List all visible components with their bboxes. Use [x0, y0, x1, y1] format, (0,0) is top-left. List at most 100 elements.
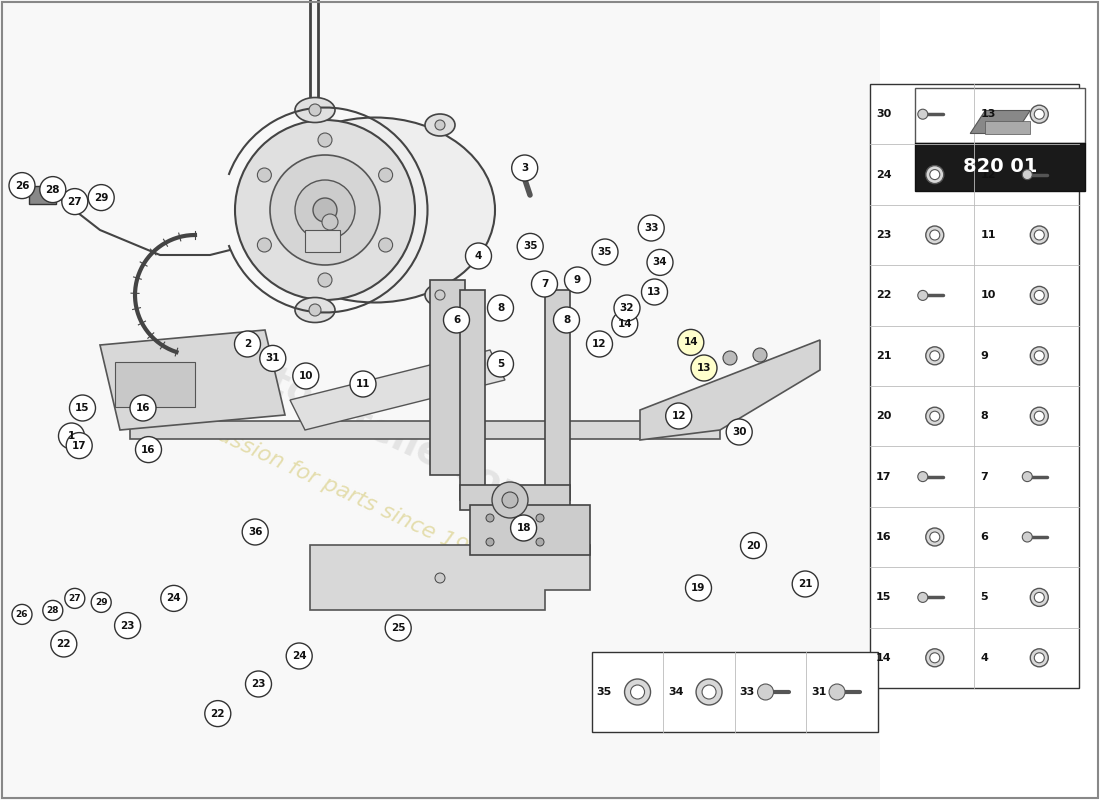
Text: 18: 18	[516, 523, 531, 533]
Text: 23: 23	[251, 679, 266, 689]
Circle shape	[487, 351, 514, 377]
Circle shape	[926, 166, 944, 183]
Circle shape	[260, 346, 286, 371]
Circle shape	[1031, 286, 1048, 304]
Circle shape	[614, 295, 640, 321]
Circle shape	[1034, 350, 1044, 361]
Circle shape	[234, 331, 261, 357]
Circle shape	[702, 685, 716, 699]
Text: 12: 12	[671, 411, 686, 421]
Text: 4: 4	[475, 251, 482, 261]
Circle shape	[696, 679, 722, 705]
Circle shape	[257, 238, 272, 252]
Text: 23: 23	[876, 230, 891, 240]
Circle shape	[510, 515, 537, 541]
Circle shape	[434, 573, 446, 583]
Circle shape	[723, 351, 737, 365]
Text: 10: 10	[298, 371, 314, 381]
Circle shape	[242, 519, 268, 545]
Ellipse shape	[295, 98, 336, 122]
Circle shape	[322, 214, 338, 230]
Text: 16: 16	[135, 403, 151, 413]
Circle shape	[625, 679, 650, 705]
Circle shape	[62, 189, 88, 214]
Text: 25: 25	[390, 623, 406, 633]
Text: 32: 32	[619, 303, 635, 313]
Circle shape	[378, 238, 393, 252]
Text: 31: 31	[265, 354, 280, 363]
Bar	[915, 88, 1086, 143]
Text: 14: 14	[876, 653, 892, 662]
Circle shape	[754, 348, 767, 362]
Circle shape	[293, 363, 319, 389]
Text: 28: 28	[45, 185, 60, 194]
Text: 11: 11	[355, 379, 371, 389]
Ellipse shape	[295, 298, 336, 322]
Text: 31: 31	[812, 687, 827, 697]
Circle shape	[517, 234, 543, 259]
Text: 16: 16	[876, 532, 892, 542]
Circle shape	[685, 575, 712, 601]
Text: 24: 24	[166, 594, 182, 603]
Circle shape	[309, 304, 321, 316]
Text: 14: 14	[617, 319, 632, 329]
Circle shape	[930, 653, 939, 662]
Text: 19: 19	[691, 583, 706, 593]
Circle shape	[926, 649, 944, 667]
Circle shape	[536, 538, 544, 546]
Text: 27: 27	[68, 594, 81, 603]
Circle shape	[630, 685, 645, 699]
Bar	[116, 362, 195, 407]
Circle shape	[638, 215, 664, 241]
Text: 8: 8	[497, 303, 504, 313]
Bar	[915, 143, 1086, 191]
Circle shape	[1031, 346, 1048, 365]
Text: 10: 10	[980, 290, 996, 300]
Ellipse shape	[425, 114, 455, 136]
Circle shape	[66, 433, 92, 458]
Polygon shape	[130, 421, 720, 439]
Text: 13: 13	[647, 287, 662, 297]
Circle shape	[91, 592, 111, 613]
Circle shape	[1022, 532, 1032, 542]
Circle shape	[434, 120, 446, 130]
Polygon shape	[986, 121, 1031, 134]
Polygon shape	[544, 290, 570, 500]
Circle shape	[531, 271, 558, 297]
Circle shape	[205, 701, 231, 726]
Circle shape	[758, 684, 773, 700]
Circle shape	[257, 168, 272, 182]
Circle shape	[536, 514, 544, 522]
Circle shape	[295, 180, 355, 240]
Circle shape	[385, 615, 411, 641]
Polygon shape	[310, 545, 590, 610]
Circle shape	[492, 482, 528, 518]
Circle shape	[930, 170, 939, 179]
Text: 21: 21	[798, 579, 813, 589]
Circle shape	[926, 226, 944, 244]
Text: 29: 29	[94, 193, 109, 202]
Text: 6: 6	[453, 315, 460, 325]
Circle shape	[1031, 226, 1048, 244]
Text: 6: 6	[980, 532, 989, 542]
Text: 16: 16	[141, 445, 156, 454]
Text: 34: 34	[652, 258, 668, 267]
Circle shape	[43, 600, 63, 621]
Circle shape	[40, 177, 66, 202]
Circle shape	[512, 155, 538, 181]
Text: 14: 14	[683, 338, 698, 347]
Text: 15: 15	[75, 403, 90, 413]
Circle shape	[612, 311, 638, 337]
Circle shape	[691, 355, 717, 381]
Text: 17: 17	[876, 471, 891, 482]
Circle shape	[792, 571, 818, 597]
Circle shape	[930, 411, 939, 421]
Circle shape	[135, 437, 162, 462]
Text: 26: 26	[15, 610, 29, 619]
Circle shape	[1034, 290, 1044, 300]
Polygon shape	[290, 350, 505, 430]
Text: 33: 33	[740, 687, 755, 697]
Bar	[870, 84, 1079, 688]
Circle shape	[641, 279, 668, 305]
Circle shape	[726, 419, 752, 445]
